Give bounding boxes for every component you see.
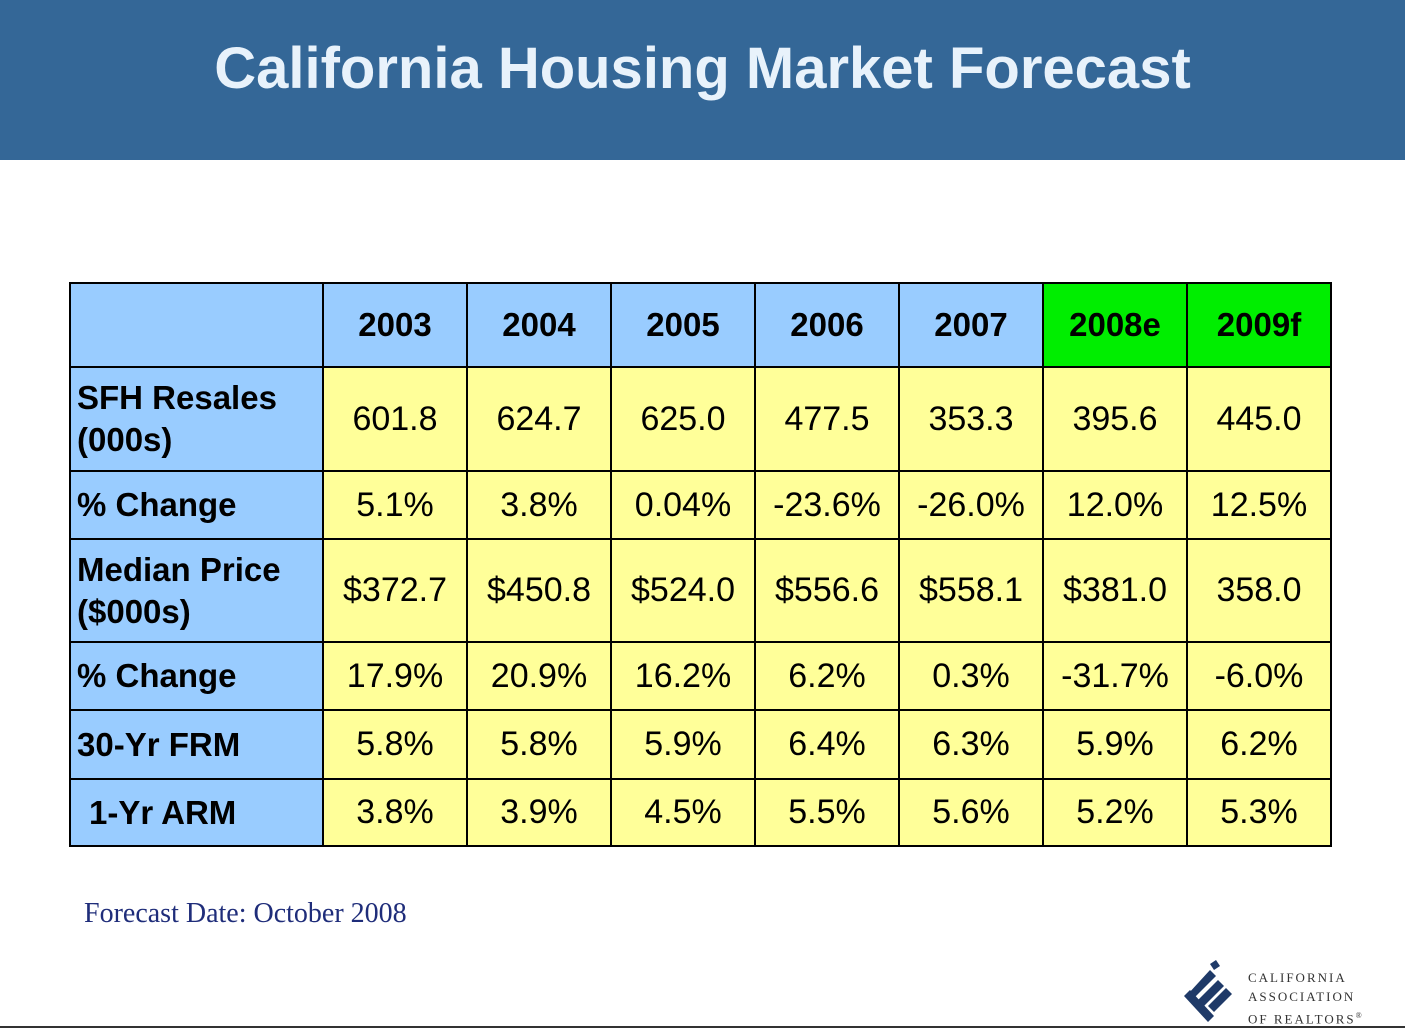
- table-cell: 5.6%: [898, 778, 1044, 847]
- table-cell: 625.0: [610, 366, 756, 472]
- table-cell: 6.4%: [754, 709, 900, 780]
- year-header: 2007: [898, 282, 1044, 368]
- table-cell: 5.3%: [1186, 778, 1332, 847]
- table-cell: 353.3: [898, 366, 1044, 472]
- table-cell: 6.2%: [754, 641, 900, 711]
- row-label: % Change: [69, 641, 324, 711]
- row-label-unit: ($000s): [77, 592, 191, 630]
- year-header: 2003: [322, 282, 468, 368]
- row-label-line: Median Price: [77, 550, 281, 588]
- table-header-row: 2003 2004 2005 2006 2007 2008e 2009f: [69, 282, 1332, 368]
- car-logo: CALIFORNIA ASSOCIATION OF REALTORS®: [1180, 956, 1380, 1026]
- logo-line: CALIFORNIA: [1248, 970, 1347, 985]
- table-cell: 395.6: [1042, 366, 1188, 472]
- page-title: California Housing Market Forecast: [214, 36, 1191, 101]
- table-cell: $556.6: [754, 538, 900, 643]
- forecast-year-header: 2008e: [1042, 282, 1188, 368]
- table-cell: 5.1%: [322, 470, 468, 540]
- table-cell: $524.0: [610, 538, 756, 643]
- table-cell: 17.9%: [322, 641, 468, 711]
- table-cell: -26.0%: [898, 470, 1044, 540]
- logo-line-text: OF REALTORS: [1248, 1011, 1356, 1027]
- table-cell: -6.0%: [1186, 641, 1332, 711]
- logo-line: OF REALTORS®: [1248, 1006, 1364, 1028]
- table-cell: $450.8: [466, 538, 612, 643]
- table-cell: 16.2%: [610, 641, 756, 711]
- table-cell: 6.3%: [898, 709, 1044, 780]
- table-cell: 601.8: [322, 366, 468, 472]
- bottom-divider: [0, 1026, 1405, 1028]
- forecast-year-header: 2009f: [1186, 282, 1332, 368]
- year-header: 2005: [610, 282, 756, 368]
- year-header: 2006: [754, 282, 900, 368]
- table-cell: 6.2%: [1186, 709, 1332, 780]
- row-label: SFH Resales (000s): [69, 366, 324, 472]
- table-cell: 3.8%: [322, 778, 468, 847]
- forecast-table: 2003 2004 2005 2006 2007 2008e 2009f SFH…: [69, 282, 1332, 847]
- table-cell: 5.2%: [1042, 778, 1188, 847]
- table-cell: $372.7: [322, 538, 468, 643]
- table-cell: 5.9%: [610, 709, 756, 780]
- logo-text: CALIFORNIA ASSOCIATION OF REALTORS®: [1248, 968, 1364, 1028]
- table-row: Median Price ($000s) $372.7 $450.8 $524.…: [69, 538, 1332, 643]
- table-cell: 12.0%: [1042, 470, 1188, 540]
- row-label: Median Price ($000s): [69, 538, 324, 643]
- table-cell: 624.7: [466, 366, 612, 472]
- table-cell: $381.0: [1042, 538, 1188, 643]
- table-cell: 20.9%: [466, 641, 612, 711]
- table-cell: 0.3%: [898, 641, 1044, 711]
- table-cell: 5.8%: [466, 709, 612, 780]
- logo-line: ASSOCIATION: [1248, 989, 1356, 1004]
- table-cell: -31.7%: [1042, 641, 1188, 711]
- table-cell: 358.0: [1186, 538, 1332, 643]
- table-cell: 3.8%: [466, 470, 612, 540]
- table-row: SFH Resales (000s) 601.8 624.7 625.0 477…: [69, 366, 1332, 472]
- row-label: 30-Yr FRM: [69, 709, 324, 780]
- row-label-line: SFH Resales: [77, 379, 277, 416]
- table-cell: $558.1: [898, 538, 1044, 643]
- row-label: % Change: [69, 470, 324, 540]
- car-emblem-icon: [1184, 960, 1232, 1022]
- table-cell: 12.5%: [1186, 470, 1332, 540]
- table-row: % Change 17.9% 20.9% 16.2% 6.2% 0.3% -31…: [69, 641, 1332, 711]
- forecast-date-note: Forecast Date: October 2008: [84, 898, 407, 929]
- title-banner: California Housing Market Forecast: [0, 0, 1405, 160]
- corner-cell: [69, 282, 324, 368]
- year-header: 2004: [466, 282, 612, 368]
- table-cell: 5.5%: [754, 778, 900, 847]
- row-label: 1-Yr ARM: [69, 778, 324, 847]
- table-cell: 5.9%: [1042, 709, 1188, 780]
- table-cell: -23.6%: [754, 470, 900, 540]
- table-row: 30-Yr FRM 5.8% 5.8% 5.9% 6.4% 6.3% 5.9% …: [69, 709, 1332, 780]
- table-cell: 445.0: [1186, 366, 1332, 472]
- table-cell: 477.5: [754, 366, 900, 472]
- table-row: 1-Yr ARM 3.8% 3.9% 4.5% 5.5% 5.6% 5.2% 5…: [69, 778, 1332, 847]
- table-cell: 5.8%: [322, 709, 468, 780]
- table-cell: 4.5%: [610, 778, 756, 847]
- table-row: % Change 5.1% 3.8% 0.04% -23.6% -26.0% 1…: [69, 470, 1332, 540]
- registered-mark: ®: [1355, 1011, 1364, 1020]
- row-label-unit: (000s): [77, 421, 173, 458]
- table-cell: 0.04%: [610, 470, 756, 540]
- table-cell: 3.9%: [466, 778, 612, 847]
